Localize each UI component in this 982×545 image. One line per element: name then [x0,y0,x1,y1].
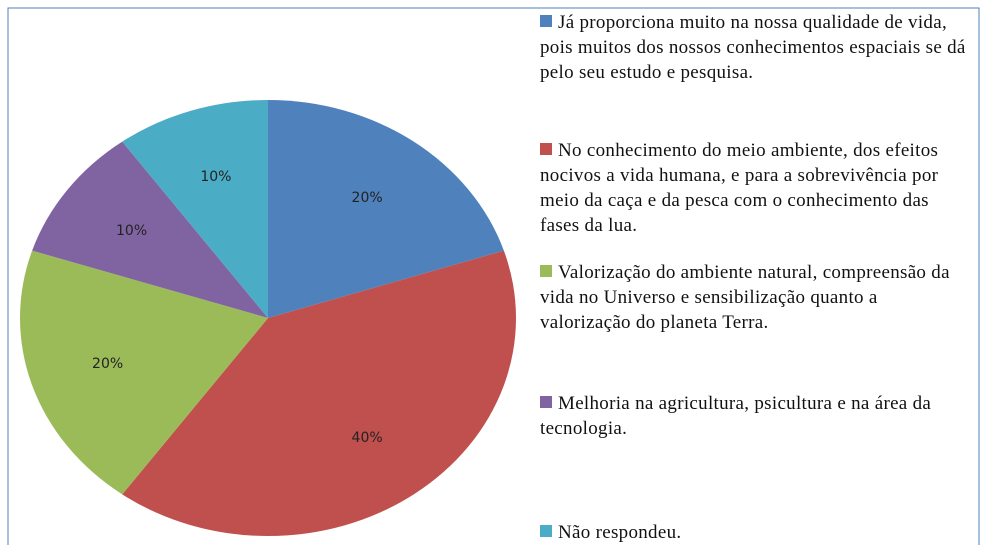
legend-item: Já proporciona muito na nossa qualidade … [540,10,970,85]
legend-label: Melhoria na agricultura, psicultura e na… [540,393,932,439]
legend-swatch [540,15,552,27]
pie-slice [122,250,516,537]
legend-item: Não respondeu. [540,520,970,545]
legend-label: Não respondeu. [558,522,682,543]
legend-item: Melhoria na agricultura, psicultura e na… [540,391,970,441]
slice-label: 40% [352,430,383,446]
legend-label: No conhecimento do meio ambiente, dos ef… [540,140,939,236]
legend-item: No conhecimento do meio ambiente, dos ef… [540,138,970,238]
legend-label: Valorização do ambiente natural, compree… [540,262,950,333]
slice-label: 20% [92,356,123,372]
pie-slice [20,250,269,495]
legend-label: Já proporciona muito na nossa qualidade … [540,12,966,83]
legend-swatch [540,265,552,277]
slice-label: 10% [200,169,231,185]
slice-label: 20% [352,190,383,206]
slice-label: 10% [116,223,147,239]
legend-swatch [540,396,552,408]
legend-swatch [540,525,552,537]
pie-slice [122,100,269,318]
legend-swatch [540,143,552,155]
pie-slice [268,100,504,318]
pie-slice [32,141,268,318]
legend-item: Valorização do ambiente natural, compree… [540,260,970,335]
frame [7,7,980,545]
